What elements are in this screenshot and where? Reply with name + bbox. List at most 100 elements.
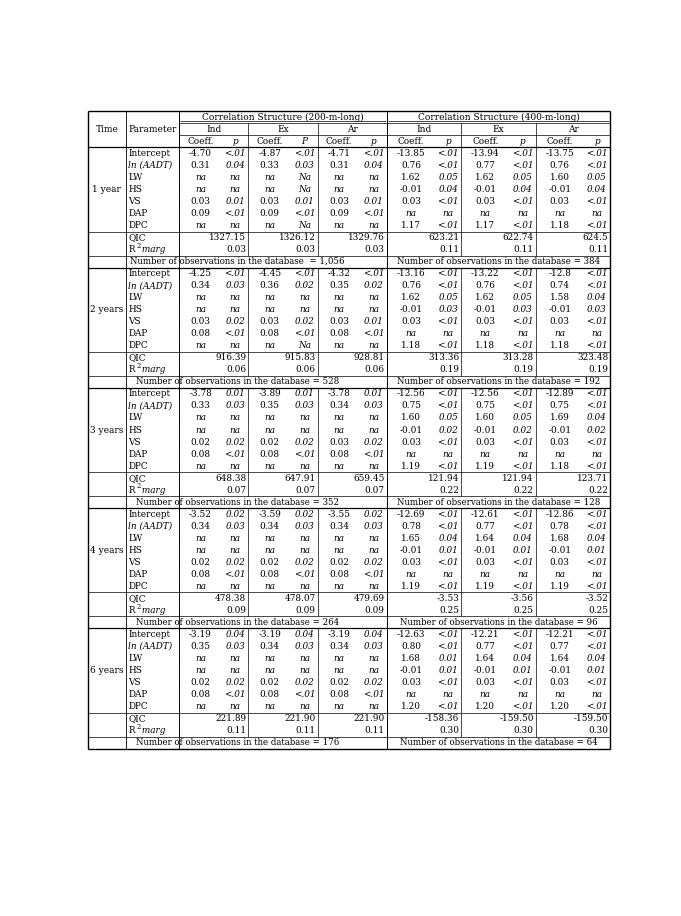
Text: -12.56: -12.56 [396, 389, 425, 398]
Text: 1.18: 1.18 [550, 462, 570, 471]
Text: 0.03: 0.03 [329, 317, 349, 326]
Text: -0.01: -0.01 [399, 305, 422, 314]
Text: Time: Time [95, 125, 118, 134]
Text: 0.02: 0.02 [191, 558, 210, 567]
Text: <.01: <.01 [294, 330, 315, 338]
Text: na: na [264, 342, 275, 350]
Text: Na: Na [298, 342, 311, 350]
Text: 0.02: 0.02 [329, 678, 349, 687]
Text: 0.74: 0.74 [550, 281, 570, 290]
Text: marg: marg [140, 365, 165, 375]
Text: <.01: <.01 [512, 642, 533, 651]
Text: na: na [368, 654, 379, 663]
Text: Intercept: Intercept [128, 630, 170, 639]
Text: 0.02: 0.02 [439, 426, 458, 434]
Text: na: na [554, 690, 565, 699]
Text: 0.01: 0.01 [225, 197, 245, 206]
Text: Coeff.: Coeff. [398, 136, 424, 146]
Text: 0.01: 0.01 [439, 546, 458, 555]
Text: 0.25: 0.25 [439, 605, 459, 615]
Text: 0.35: 0.35 [259, 401, 280, 410]
Text: na: na [554, 450, 565, 459]
Text: 0.04: 0.04 [587, 413, 607, 422]
Text: -3.78: -3.78 [328, 389, 351, 398]
Text: 0.03: 0.03 [225, 522, 245, 530]
Text: 0.03: 0.03 [550, 197, 570, 206]
Text: na: na [334, 342, 345, 350]
Text: 0.76: 0.76 [550, 161, 570, 170]
Text: na: na [592, 570, 603, 579]
Text: 0.02: 0.02 [587, 426, 607, 434]
Text: 622.74: 622.74 [503, 233, 534, 242]
Text: 1.19: 1.19 [401, 582, 421, 591]
Text: 0.03: 0.03 [295, 642, 315, 651]
Text: -12.56: -12.56 [471, 389, 500, 398]
Text: na: na [264, 221, 275, 230]
Text: 0.04: 0.04 [513, 534, 533, 543]
Text: Coeff.: Coeff. [472, 136, 498, 146]
Text: <.01: <.01 [586, 582, 607, 591]
Text: Na: Na [298, 221, 311, 230]
Text: 221.89: 221.89 [215, 714, 247, 723]
Text: Number of observations in the database = 96: Number of observations in the database =… [400, 618, 597, 627]
Text: LW: LW [128, 413, 142, 422]
Text: 479.69: 479.69 [353, 594, 385, 603]
Text: na: na [368, 426, 379, 434]
Text: 0.04: 0.04 [364, 630, 383, 639]
Text: <.01: <.01 [437, 221, 459, 230]
Text: 0.34: 0.34 [259, 522, 280, 530]
Text: 0.06: 0.06 [226, 365, 247, 375]
Text: HS: HS [128, 426, 142, 434]
Text: 0.01: 0.01 [513, 666, 533, 675]
Text: 0.01: 0.01 [295, 197, 315, 206]
Text: na: na [334, 666, 345, 675]
Text: 0.05: 0.05 [513, 413, 533, 422]
Text: na: na [480, 690, 491, 699]
Text: p: p [520, 136, 525, 146]
Text: 0.08: 0.08 [191, 450, 210, 459]
Text: marg: marg [140, 726, 165, 736]
Text: na: na [229, 221, 240, 230]
Text: na: na [405, 690, 416, 699]
Text: na: na [592, 450, 603, 459]
Text: na: na [517, 209, 528, 218]
Text: -12.21: -12.21 [545, 630, 574, 639]
Text: Ar: Ar [567, 125, 578, 134]
Text: <.01: <.01 [512, 678, 533, 687]
Text: 0.03: 0.03 [329, 197, 349, 206]
Text: na: na [368, 534, 379, 543]
Text: DPC: DPC [128, 342, 148, 350]
Text: 1.68: 1.68 [401, 654, 421, 663]
Text: <.01: <.01 [437, 678, 459, 687]
Text: 0.76: 0.76 [401, 281, 421, 290]
Text: Number of observations in the database = 128: Number of observations in the database =… [397, 497, 600, 507]
Text: Intercept: Intercept [128, 389, 170, 398]
Text: 0.03: 0.03 [191, 197, 210, 206]
Text: <.01: <.01 [363, 209, 385, 218]
Text: na: na [443, 330, 454, 338]
Text: <.01: <.01 [437, 702, 459, 711]
Text: <.01: <.01 [586, 149, 607, 158]
Text: 0.04: 0.04 [439, 185, 458, 194]
Text: na: na [368, 462, 379, 471]
Text: na: na [554, 570, 565, 579]
Text: 0.03: 0.03 [550, 317, 570, 326]
Text: na: na [229, 305, 240, 314]
Text: <.01: <.01 [437, 149, 459, 158]
Text: na: na [229, 413, 240, 422]
Text: 221.90: 221.90 [353, 714, 385, 723]
Text: 0.34: 0.34 [259, 642, 280, 651]
Text: na: na [299, 534, 310, 543]
Text: na: na [229, 462, 240, 471]
Text: 0.02: 0.02 [295, 438, 315, 446]
Text: 1.20: 1.20 [401, 702, 421, 711]
Text: 0.01: 0.01 [295, 389, 315, 398]
Text: <.01: <.01 [586, 522, 607, 530]
Text: -13.75: -13.75 [545, 149, 574, 158]
Text: na: na [229, 534, 240, 543]
Text: 1327.15: 1327.15 [209, 233, 247, 242]
Text: <.01: <.01 [512, 161, 533, 170]
Text: 0.03: 0.03 [329, 438, 349, 446]
Text: 0.03: 0.03 [191, 317, 210, 326]
Text: -4.25: -4.25 [189, 269, 212, 278]
